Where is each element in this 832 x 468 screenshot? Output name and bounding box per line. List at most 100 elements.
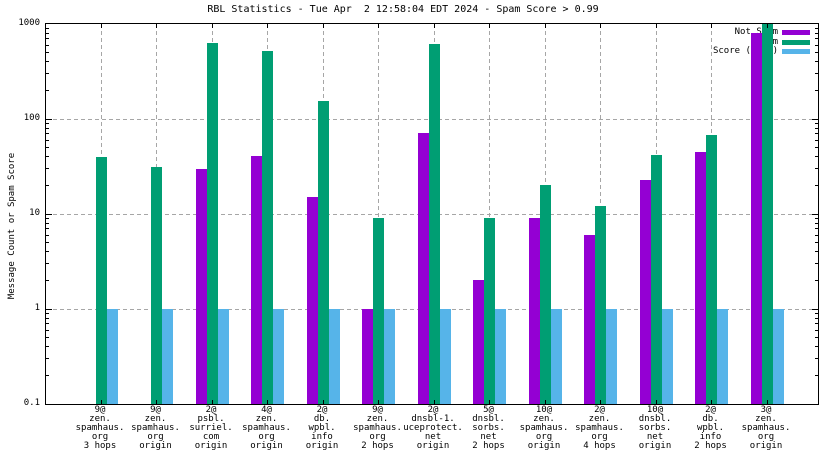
y-tick-left <box>46 242 49 244</box>
bar-spam <box>262 50 273 404</box>
x-tick-bottom <box>211 400 213 404</box>
y-tick-left <box>46 118 52 120</box>
bar-not-spam <box>528 218 540 404</box>
bar-spam <box>95 156 107 404</box>
y-tick-right <box>815 147 818 149</box>
y-tick-right <box>812 308 818 310</box>
bar-not-spam <box>251 155 262 404</box>
x-category-label: 3@ zen. spamhaus. org origin <box>741 405 791 451</box>
bar-spam <box>539 185 551 404</box>
y-tick-right <box>815 242 818 244</box>
x-category-label: 9@ zen. spamhaus. org 2 hops <box>353 405 402 451</box>
y-tick-left <box>46 184 49 186</box>
y-tick-right <box>815 89 818 91</box>
x-tick-top <box>156 24 157 28</box>
y-tick-right <box>815 346 818 348</box>
x-tick-top <box>766 24 768 28</box>
bar-spam <box>484 218 495 404</box>
bar-spam <box>428 44 440 404</box>
bar-spam <box>706 134 717 404</box>
x-tick-top <box>100 24 102 28</box>
bar-not-spam <box>695 151 706 404</box>
x-tick-top <box>211 24 213 28</box>
y-tick-left <box>46 89 49 91</box>
y-tick-left <box>46 127 49 129</box>
y-tick-right <box>815 317 818 319</box>
y-tick-left <box>46 323 49 325</box>
x-tick-bottom <box>322 400 324 404</box>
y-tick-right <box>815 263 818 265</box>
y-axis-title-text: Message Count or Spam Score <box>7 152 17 300</box>
x-category-label: 2@ psbl. surriel. com origin <box>189 405 233 451</box>
bar-spam <box>650 154 662 404</box>
x-tick-bottom <box>100 400 102 404</box>
y-tick-right <box>815 251 818 253</box>
y-tick-left <box>46 122 49 124</box>
y-tick-label: 1000 <box>18 18 40 28</box>
x-category-label: 2@ zen. spamhaus. org 4 hops <box>575 405 624 451</box>
y-tick-left <box>46 251 49 253</box>
y-tick-right <box>815 217 818 219</box>
x-tick-bottom <box>655 400 657 404</box>
bar-score-0-1- <box>772 309 784 404</box>
bar-score-0-1- <box>550 309 562 404</box>
y-tick-left <box>46 308 52 310</box>
y-tick-right <box>815 133 818 135</box>
y-tick-right <box>815 32 818 34</box>
x-tick-top <box>600 24 601 28</box>
x-category-label: 9@ zen. spamhaus. org origin <box>131 405 180 451</box>
y-tick-left <box>46 139 49 141</box>
y-tick-right <box>815 323 818 325</box>
bar-score-0-1- <box>495 309 506 404</box>
y-tick-right <box>815 168 818 170</box>
y-tick-left <box>46 329 49 331</box>
y-tick-left <box>46 234 49 236</box>
plot-area: Not SpamSpamScore (0..1) <box>45 23 819 405</box>
bar-score-0-1- <box>661 309 673 404</box>
y-tick-right <box>815 38 818 40</box>
legend-swatch-not-spam <box>782 30 810 35</box>
x-tick-bottom <box>711 400 712 404</box>
y-tick-left <box>46 27 49 29</box>
y-tick-right <box>815 234 818 236</box>
bar-not-spam <box>584 235 595 404</box>
y-tick-right <box>815 329 818 331</box>
x-tick-bottom <box>766 400 768 404</box>
y-tick-right <box>815 374 818 376</box>
bar-not-spam <box>417 132 429 404</box>
y-tick-left <box>46 222 49 224</box>
x-category-label: 2@ dnsbl-1. uceprotect. net origin <box>403 405 463 451</box>
bar-not-spam <box>195 168 207 404</box>
y-tick-right <box>815 312 818 314</box>
bar-score-0-1- <box>273 309 284 404</box>
x-category-label: 5@ dnsbl. sorbs. net 2 hops <box>472 405 505 451</box>
y-tick-label: 100 <box>23 113 40 123</box>
y-tick-left <box>46 32 49 34</box>
bar-not-spam <box>473 280 484 404</box>
y-tick-left <box>46 147 49 149</box>
y-tick-left <box>46 73 49 75</box>
x-tick-top <box>711 24 712 28</box>
bar-spam <box>317 100 329 404</box>
x-tick-top <box>544 24 546 28</box>
y-tick-left <box>46 317 49 319</box>
y-tick-right <box>812 213 818 215</box>
y-tick-left <box>46 263 49 265</box>
y-tick-right <box>815 61 818 63</box>
x-tick-bottom <box>156 400 157 404</box>
y-tick-label: 10 <box>29 208 40 218</box>
x-tick-top <box>322 24 324 28</box>
y-tick-right <box>815 27 818 29</box>
y-tick-left <box>46 279 49 281</box>
y-tick-left <box>46 346 49 348</box>
bar-spam <box>761 24 773 404</box>
x-tick-top <box>378 24 379 28</box>
bar-score-0-1- <box>384 309 395 404</box>
y-tick-left <box>46 228 49 230</box>
y-tick-left <box>46 52 49 54</box>
y-tick-right <box>815 44 818 46</box>
bar-score-0-1- <box>106 309 118 404</box>
y-tick-label: 1 <box>34 303 40 313</box>
y-tick-left <box>46 133 49 135</box>
